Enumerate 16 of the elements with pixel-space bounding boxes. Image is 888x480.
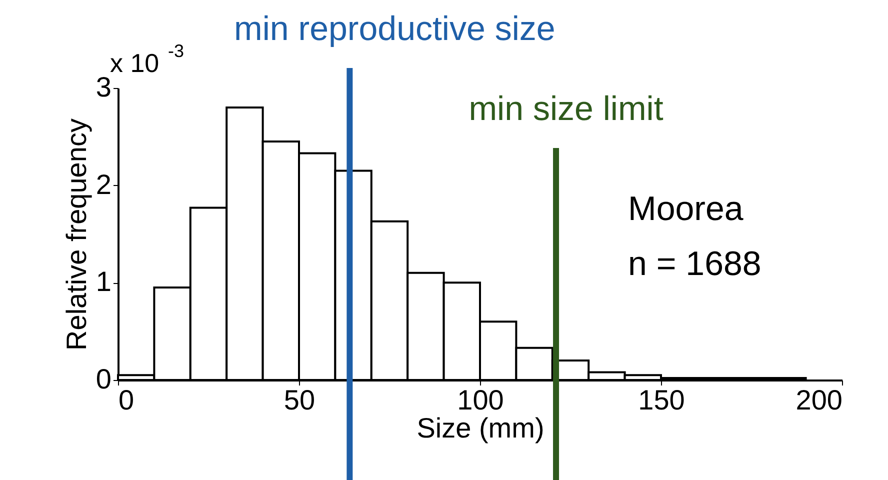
y-tick-label: 1: [96, 266, 112, 298]
text: x 10-3: [110, 41, 184, 78]
ref-line-label: min size limit: [468, 90, 664, 128]
x-tick-label: 200: [796, 384, 842, 416]
y-axis-title: Relative frequency: [60, 118, 92, 350]
y-tick-label: 3: [96, 72, 112, 102]
x-tick-label: 0: [118, 384, 134, 416]
x-axis-title: Size (mm): [416, 412, 544, 444]
x-tick-label: 150: [638, 384, 685, 416]
annotation: Moorea: [628, 190, 744, 228]
y-tick-label: 2: [96, 168, 112, 200]
y-tick-label: 0: [96, 364, 112, 394]
annotation: n = 1688: [628, 245, 762, 283]
x-tick-label: 100: [457, 384, 504, 416]
x-tick-label: 50: [284, 384, 316, 416]
ref-line-label: min reproductive size: [234, 10, 556, 48]
